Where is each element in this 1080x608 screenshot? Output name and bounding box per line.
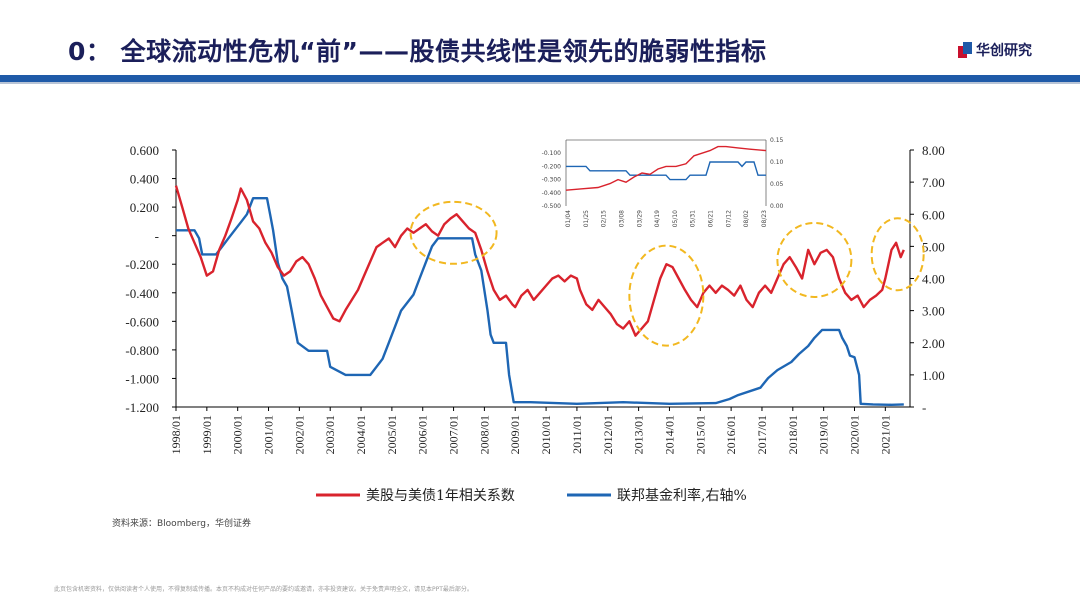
x-tick-label: 2016/01 xyxy=(724,415,738,454)
inset-correlation-line xyxy=(565,145,767,191)
inset-x-tick-label: 08/02 xyxy=(743,210,750,227)
x-tick-label: 2017/01 xyxy=(755,415,769,454)
left-tick-label: - xyxy=(155,229,159,244)
x-tick-label: 2018/01 xyxy=(786,415,800,454)
x-tick-label: 2006/01 xyxy=(416,415,430,454)
x-tick-label: 1998/01 xyxy=(169,415,183,454)
left-tick-label: 0.200 xyxy=(130,200,159,215)
x-tick-label: 2007/01 xyxy=(447,415,461,454)
inset-x-tick-label: 03/29 xyxy=(636,210,643,227)
inset-left-tick-label: -0.300 xyxy=(542,177,562,184)
left-tick-label: -0.200 xyxy=(125,257,159,272)
x-tick-label: 2009/01 xyxy=(508,415,522,454)
highlight-ellipse-2018-2019 xyxy=(776,221,853,298)
x-tick-label: 2021/01 xyxy=(878,415,892,454)
disclaimer: 此页包含机密资料，仅供阅读者个人使用，不得复制或传播。本页不构成对任何产品的要约… xyxy=(54,586,473,593)
inset-x-tick-label: 08/23 xyxy=(761,210,768,227)
inset-fed-funds-line xyxy=(566,161,766,181)
inset-left-tick-label: -0.400 xyxy=(542,190,562,197)
inset-left-tick-label: -0.200 xyxy=(542,163,562,170)
right-tick-label: 4.00 xyxy=(922,272,945,287)
inset-x-tick-label: 06/21 xyxy=(708,210,715,227)
header-divider-sub xyxy=(0,82,1080,84)
inset-x-tick-label: 03/08 xyxy=(618,210,625,227)
highlight-ellipse-2013-2014 xyxy=(628,244,705,347)
inset-x-tick-label: 05/10 xyxy=(672,210,679,227)
x-tick-label: 2015/01 xyxy=(693,415,707,454)
right-tick-label: 2.00 xyxy=(922,336,945,351)
x-tick-label: 2010/01 xyxy=(539,415,553,454)
legend-label-fed-funds: 联邦基金利率,右轴% xyxy=(617,487,747,504)
right-tick-label: 6.00 xyxy=(922,207,945,222)
inset-right-tick-label: 0.00 xyxy=(770,203,784,210)
inset-left-tick-label: -0.100 xyxy=(542,150,562,157)
highlight-ellipse-2021 xyxy=(870,217,925,292)
x-tick-label: 2004/01 xyxy=(354,415,368,454)
header: 0： 全球流动性危机“前”——股债共线性是领先的脆弱性指标 华创研究 xyxy=(0,0,1080,84)
right-tick-label: 3.00 xyxy=(922,304,945,319)
x-tick-label: 2008/01 xyxy=(477,415,491,454)
right-tick-label: 1.00 xyxy=(922,368,945,383)
x-tick-label: 2011/01 xyxy=(570,415,584,454)
left-tick-label: -1.200 xyxy=(125,400,159,415)
x-tick-label: 2000/01 xyxy=(231,415,245,454)
x-tick-label: 2019/01 xyxy=(817,415,831,454)
logo-text: 华创研究 xyxy=(976,43,1032,59)
x-tick-label: 2005/01 xyxy=(385,415,399,454)
x-tick-label: 2020/01 xyxy=(847,415,861,454)
right-tick-label: 7.00 xyxy=(922,175,945,190)
logo-icon xyxy=(958,42,972,58)
left-tick-label: 0.400 xyxy=(130,172,159,187)
left-tick-label: -0.400 xyxy=(125,286,159,301)
x-tick-label: 2002/01 xyxy=(292,415,306,454)
left-tick-label: -0.800 xyxy=(125,343,159,358)
inset-x-tick-label: 01/04 xyxy=(565,210,572,227)
left-tick-label: 0.600 xyxy=(130,143,159,158)
right-tick-label: 5.00 xyxy=(922,239,945,254)
inset-right-tick-label: 0.05 xyxy=(770,181,784,188)
inset-x-tick-label: 04/19 xyxy=(654,210,661,227)
page-title: 0： 全球流动性危机“前”——股债共线性是领先的脆弱性指标 xyxy=(68,37,767,66)
x-tick-label: 2013/01 xyxy=(632,415,646,454)
fed-funds-rate-line xyxy=(176,197,904,406)
legend-label-correlation: 美股与美债1年相关系数 xyxy=(366,488,515,504)
inset-left-tick-label: -0.500 xyxy=(542,203,562,210)
inset-right-tick-label: 0.10 xyxy=(770,159,784,166)
inset-right-tick-label: 0.15 xyxy=(770,137,784,144)
x-tick-label: 2003/01 xyxy=(323,415,337,454)
inset-x-tick-label: 02/15 xyxy=(601,210,608,227)
inset-x-tick-label: 01/25 xyxy=(583,210,590,227)
header-divider xyxy=(0,75,1080,82)
brand-logo: 华创研究 xyxy=(958,40,1032,60)
source-note: 资料来源：Bloomberg，华创证券 xyxy=(112,519,251,529)
inset-x-tick-label: 07/12 xyxy=(725,210,732,227)
left-tick-label: -1.000 xyxy=(125,371,159,386)
x-tick-label: 2014/01 xyxy=(662,415,676,454)
right-tick-label: - xyxy=(922,400,926,415)
right-tick-label: 8.00 xyxy=(922,143,945,158)
left-tick-label: -0.600 xyxy=(125,314,159,329)
stock-bond-correlation-line xyxy=(174,185,905,337)
x-tick-label: 2012/01 xyxy=(601,415,615,454)
highlight-ellipse-2006-2007 xyxy=(409,200,498,265)
inset-x-tick-label: 05/31 xyxy=(690,210,697,227)
x-tick-label: 2001/01 xyxy=(262,415,276,454)
x-tick-label: 1999/01 xyxy=(200,415,214,454)
